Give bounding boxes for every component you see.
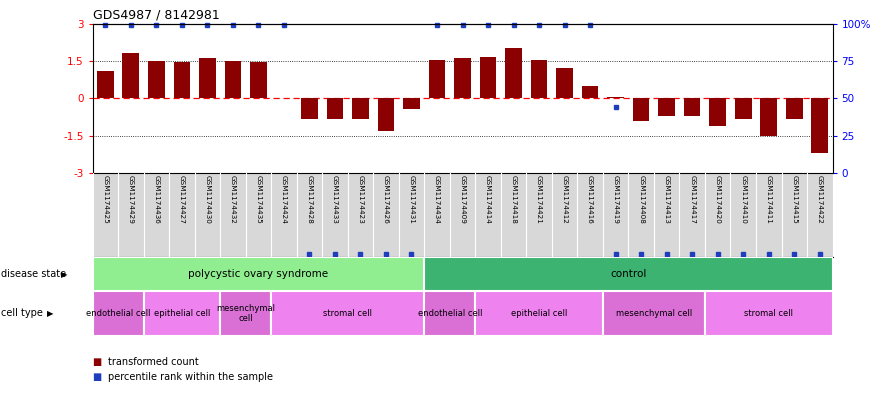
Bar — [480, 57, 496, 98]
Bar — [220, 291, 271, 336]
Text: GSM1174412: GSM1174412 — [561, 175, 567, 224]
Bar — [93, 291, 144, 336]
Bar — [684, 98, 700, 116]
Text: stromal cell: stromal cell — [744, 309, 793, 318]
Text: GSM1174417: GSM1174417 — [689, 175, 695, 224]
Bar — [735, 98, 751, 119]
Text: transformed count: transformed count — [108, 358, 199, 367]
Bar — [581, 86, 598, 98]
Bar — [225, 61, 241, 98]
Bar — [93, 257, 425, 291]
Text: GSM1174414: GSM1174414 — [485, 175, 491, 224]
Text: GSM1174434: GSM1174434 — [434, 175, 440, 224]
Text: endothelial cell: endothelial cell — [418, 309, 482, 318]
Text: GSM1174419: GSM1174419 — [612, 175, 618, 224]
Bar — [97, 71, 114, 98]
Bar — [709, 98, 726, 126]
Text: GSM1174432: GSM1174432 — [230, 175, 236, 224]
Bar — [786, 98, 803, 119]
Bar — [250, 62, 267, 98]
Text: GSM1174430: GSM1174430 — [204, 175, 211, 224]
Bar — [271, 291, 425, 336]
Bar — [144, 291, 220, 336]
Bar — [603, 291, 705, 336]
Bar — [425, 257, 833, 291]
Text: control: control — [611, 269, 647, 279]
Bar — [429, 60, 445, 98]
Bar — [475, 291, 603, 336]
Text: GSM1174425: GSM1174425 — [102, 175, 108, 224]
Text: ▶: ▶ — [61, 270, 67, 279]
Bar — [327, 98, 344, 119]
Text: GSM1174422: GSM1174422 — [817, 175, 823, 224]
Bar — [455, 59, 470, 98]
Bar — [530, 60, 547, 98]
Bar — [378, 98, 395, 130]
Text: epithelial cell: epithelial cell — [511, 309, 567, 318]
Text: GSM1174431: GSM1174431 — [409, 175, 414, 224]
Bar — [633, 98, 649, 121]
Bar — [148, 61, 165, 98]
Text: GSM1174428: GSM1174428 — [307, 175, 313, 224]
Bar — [199, 59, 216, 98]
Bar — [506, 48, 522, 98]
Text: GSM1174421: GSM1174421 — [536, 175, 542, 224]
Text: GSM1174416: GSM1174416 — [587, 175, 593, 224]
Text: endothelial cell: endothelial cell — [85, 309, 151, 318]
Text: GSM1174433: GSM1174433 — [332, 175, 338, 224]
Text: GSM1174409: GSM1174409 — [460, 175, 465, 224]
Bar — [403, 98, 419, 109]
Bar — [301, 98, 318, 119]
Text: ▶: ▶ — [47, 309, 53, 318]
Text: GSM1174427: GSM1174427 — [179, 175, 185, 224]
Text: stromal cell: stromal cell — [323, 309, 372, 318]
Bar — [658, 98, 675, 116]
Text: GSM1174436: GSM1174436 — [153, 175, 159, 224]
Bar — [425, 291, 475, 336]
Text: mesenchymal
cell: mesenchymal cell — [216, 304, 275, 323]
Bar — [607, 97, 624, 98]
Text: GSM1174426: GSM1174426 — [383, 175, 389, 224]
Text: mesenchymal cell: mesenchymal cell — [616, 309, 692, 318]
Text: GSM1174418: GSM1174418 — [511, 175, 516, 224]
Text: GSM1174424: GSM1174424 — [281, 175, 287, 224]
Bar — [352, 98, 369, 119]
Text: GSM1174411: GSM1174411 — [766, 175, 772, 224]
Text: percentile rank within the sample: percentile rank within the sample — [108, 372, 273, 382]
Bar — [705, 291, 833, 336]
Bar — [760, 98, 777, 136]
Text: GSM1174410: GSM1174410 — [740, 175, 746, 224]
Text: GSM1174420: GSM1174420 — [714, 175, 721, 224]
Bar — [122, 53, 139, 98]
Text: ■: ■ — [93, 372, 101, 382]
Text: GSM1174429: GSM1174429 — [128, 175, 134, 224]
Text: cell type: cell type — [1, 309, 43, 318]
Text: polycystic ovary syndrome: polycystic ovary syndrome — [189, 269, 329, 279]
Text: GSM1174408: GSM1174408 — [638, 175, 644, 224]
Text: GSM1174435: GSM1174435 — [255, 175, 262, 224]
Text: GSM1174413: GSM1174413 — [663, 175, 670, 224]
Text: GSM1174423: GSM1174423 — [358, 175, 364, 224]
Text: GSM1174415: GSM1174415 — [791, 175, 797, 224]
Bar — [811, 98, 828, 153]
Text: GDS4987 / 8142981: GDS4987 / 8142981 — [93, 8, 219, 21]
Text: ■: ■ — [93, 358, 101, 367]
Text: epithelial cell: epithelial cell — [153, 309, 210, 318]
Bar — [556, 68, 573, 98]
Text: disease state: disease state — [1, 269, 66, 279]
Bar — [174, 62, 190, 98]
